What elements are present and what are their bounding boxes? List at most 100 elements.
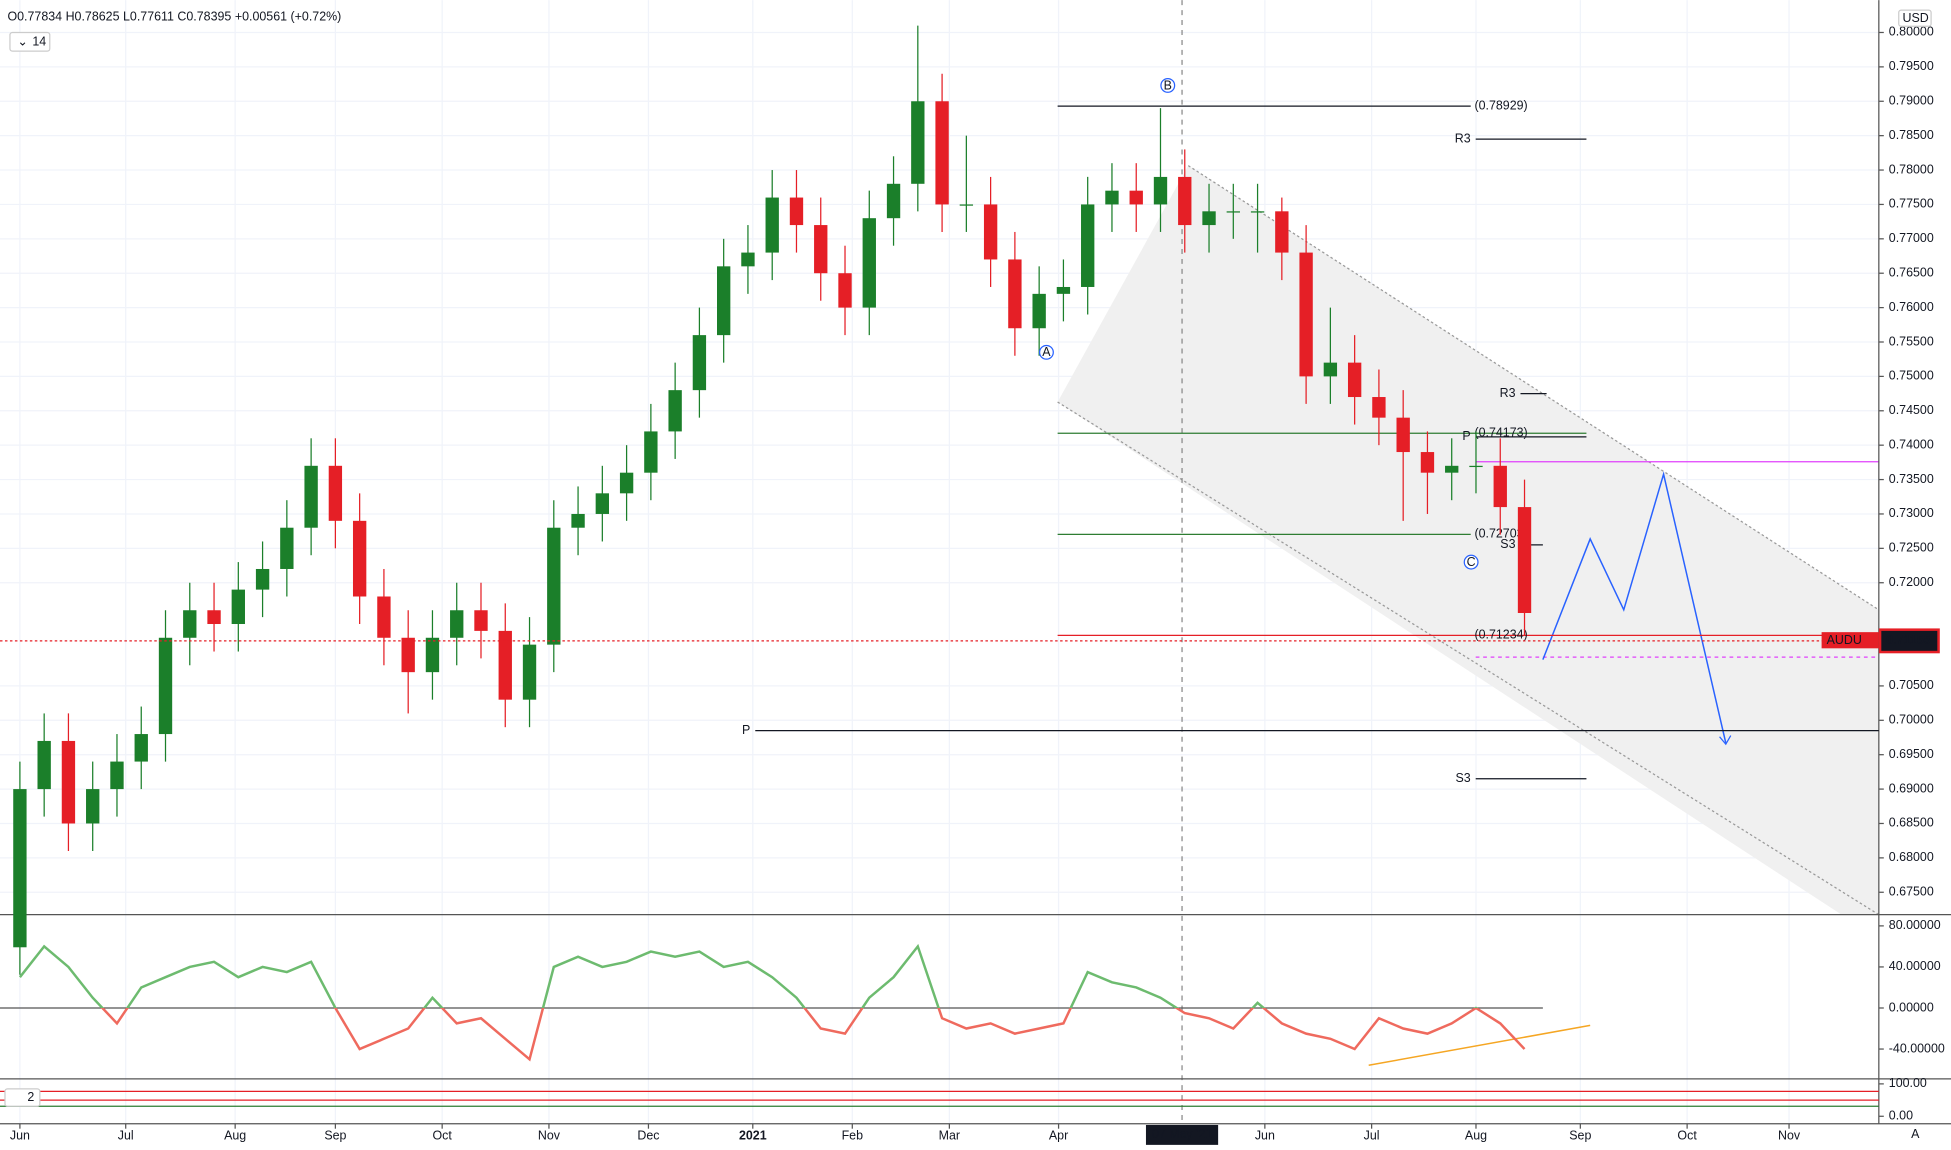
level-label: R3 <box>1455 131 1471 145</box>
candle-body <box>522 644 537 700</box>
oscillator-line-down <box>100 1007 1526 1062</box>
candle-body <box>838 273 852 308</box>
candle-body <box>328 465 343 521</box>
level-label: (0.71234) <box>1474 628 1527 642</box>
symbol-tag-bg <box>1821 632 1879 649</box>
channel-edge <box>1057 401 1880 916</box>
candle-body <box>644 431 658 473</box>
level-label: (0.72703) <box>1474 527 1527 541</box>
wave-label: B <box>1164 78 1172 92</box>
wave-label: C <box>1467 555 1476 569</box>
wave-marker <box>1463 554 1479 570</box>
interval-value: 14 <box>32 35 46 49</box>
currency: USD <box>1902 11 1928 25</box>
level-label: P <box>1462 429 1470 443</box>
candle-body <box>1129 190 1143 205</box>
channel-edge <box>1187 165 1880 611</box>
x-tick-label: Jun <box>10 1128 30 1142</box>
level-label: S3 <box>1455 771 1470 785</box>
y-tick-label: 0.74500 <box>1889 403 1934 417</box>
candle-body <box>304 465 318 528</box>
candle-body <box>1153 176 1168 205</box>
candle-body <box>1372 397 1386 418</box>
x-tick-label: Feb <box>842 1128 864 1142</box>
candle-body <box>280 527 294 569</box>
candle-body <box>1396 417 1410 453</box>
x-tick-label: Oct <box>432 1128 452 1142</box>
crosshair-label-bg <box>1145 1124 1219 1145</box>
x-tick-label: Sep <box>1569 1128 1591 1142</box>
x-tick-label: Apr <box>1049 1128 1068 1142</box>
y-tick-label: 0.80000 <box>1889 25 1934 39</box>
candle-body <box>134 734 148 762</box>
candle-body <box>959 204 974 206</box>
candle-body <box>886 183 901 219</box>
candle-body <box>450 610 464 638</box>
x-tick-label: Oct <box>1677 1128 1697 1142</box>
y-tick-label: 0.68500 <box>1889 816 1934 830</box>
y-tick-label: 0.78000 <box>1889 162 1934 176</box>
indicator-button[interactable] <box>4 1088 41 1107</box>
candle-body <box>1299 252 1313 377</box>
y-tick-label: 0.76500 <box>1889 265 1934 279</box>
candle-body <box>158 637 173 735</box>
wave-marker <box>1038 344 1054 360</box>
y-tick-label: 0.75000 <box>1889 369 1934 383</box>
candle-body <box>1250 211 1265 213</box>
x-tick-label: Jun <box>1255 1128 1275 1142</box>
candle-body <box>1275 211 1289 253</box>
projection-arrow <box>1719 735 1732 746</box>
candle-body <box>183 610 197 638</box>
candle-body <box>1420 452 1435 473</box>
currency-button[interactable] <box>1898 9 1932 27</box>
regression-channel <box>1057 165 1879 915</box>
candle-body <box>765 197 779 253</box>
y-tick-label: 0.67500 <box>1889 885 1934 899</box>
candle-body <box>1347 362 1362 398</box>
y-tick-label: 0.75500 <box>1889 334 1934 348</box>
candle-body <box>911 101 925 184</box>
candle-body <box>741 252 755 267</box>
last-price-label: 0.71155 <box>1886 633 1930 647</box>
candle-body <box>692 335 707 391</box>
x-tick-label: Mar <box>939 1128 960 1142</box>
osc-tick-label: 80.00000 <box>1889 918 1941 932</box>
last-price-box <box>1878 628 1940 654</box>
scale-mode[interactable]: A <box>1911 1127 1920 1141</box>
y-tick-label: 0.69500 <box>1889 747 1934 761</box>
x-tick-label: Jul <box>1364 1128 1380 1142</box>
candle-body <box>571 513 585 528</box>
x-tick-label: Nov <box>1778 1128 1801 1142</box>
y-tick-label: 0.74000 <box>1889 437 1934 451</box>
level-label: R3 <box>1500 386 1516 400</box>
candle-body <box>1081 204 1095 287</box>
candle-body <box>668 390 682 432</box>
candle-body <box>1056 286 1071 294</box>
candle-body <box>498 630 512 700</box>
y-tick-label: 0.73000 <box>1889 506 1934 520</box>
candle-body <box>1008 259 1022 329</box>
ohlc-header: O0.77834 H0.78625 L0.77611 C0.78395 +0.0… <box>7 10 341 24</box>
x-tick-label: Dec <box>637 1128 659 1142</box>
candle-body <box>547 527 561 645</box>
candle-body <box>1178 176 1192 226</box>
candle-body <box>231 589 245 625</box>
interval-button[interactable] <box>9 31 51 52</box>
y-tick-label: 0.77000 <box>1889 231 1934 245</box>
level-label: P <box>742 723 750 737</box>
indicator-label: 2 <box>27 1090 34 1104</box>
candle-body <box>935 101 949 205</box>
candle-body <box>595 493 610 514</box>
candle-body <box>1323 362 1338 377</box>
y-tick-label: 0.79000 <box>1889 94 1934 108</box>
y-tick-label: 0.76000 <box>1889 300 1934 314</box>
candle-body <box>1032 293 1046 329</box>
candle-body <box>1445 465 1459 473</box>
wave-marker <box>1160 77 1176 93</box>
candle-body <box>255 568 270 590</box>
y-tick-label: 0.79500 <box>1889 59 1934 73</box>
oscillator-line-up <box>18 943 1479 1008</box>
candle-body <box>862 218 876 308</box>
lower-tick-label: 0.00 <box>1889 1109 1913 1123</box>
